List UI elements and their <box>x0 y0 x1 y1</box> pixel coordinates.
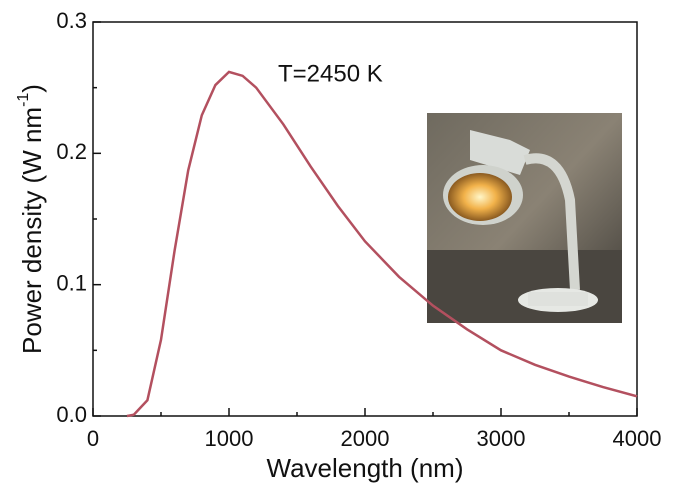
y-tick-label: 0.1 <box>56 270 87 295</box>
x-tick-label: 3000 <box>477 426 526 451</box>
inset-photo <box>427 113 622 323</box>
x-tick-label: 4000 <box>613 426 662 451</box>
y-axis-label: Power density (W nm-1) <box>15 84 47 354</box>
x-tick-label: 0 <box>87 426 99 451</box>
y-label-main: Power density (W nm <box>17 107 47 354</box>
y-tick-label: 0.0 <box>56 402 87 427</box>
x-axis-label: Wavelength (nm) <box>267 453 464 483</box>
x-tick-label: 1000 <box>205 426 254 451</box>
data-line <box>126 70 638 418</box>
x-tick-label: 2000 <box>341 426 390 451</box>
y-label-sup: -1 <box>15 93 32 107</box>
annotation: T=2450 K <box>278 60 383 87</box>
y-label-end: ) <box>17 84 47 93</box>
y-tick-label: 0.2 <box>56 139 87 164</box>
y-tick-label: 0.3 <box>56 8 87 33</box>
